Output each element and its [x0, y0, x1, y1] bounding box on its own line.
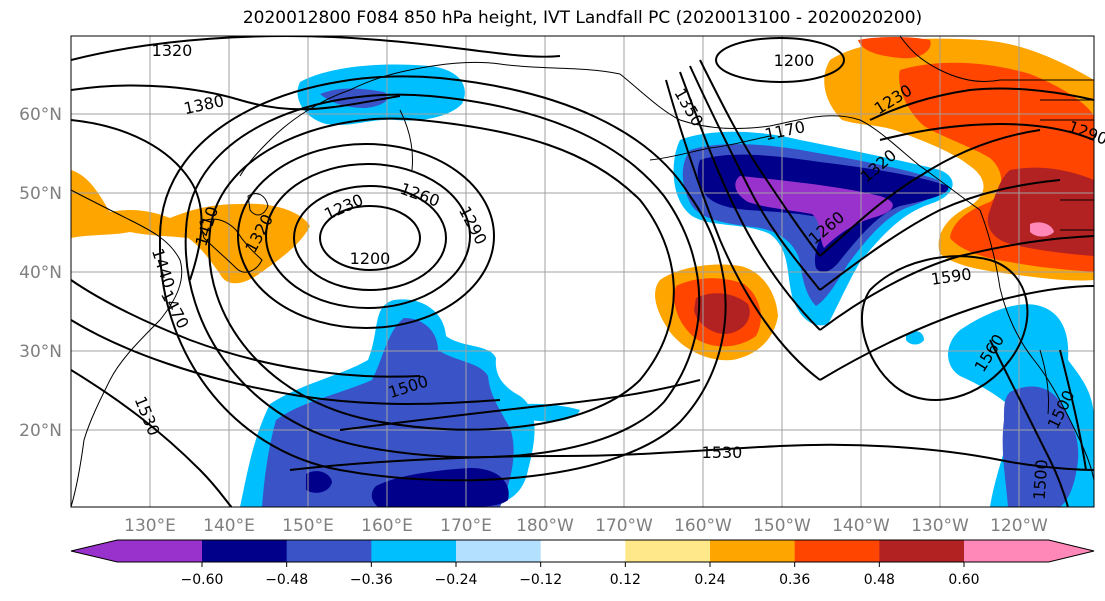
contour-label: 1320: [152, 41, 193, 60]
neg-area-wpac-core2: [306, 471, 332, 493]
lat-tick-label: 60°N: [19, 105, 62, 125]
colorbar-tick-label: −0.24: [435, 572, 478, 588]
contour-label: 1530: [702, 443, 743, 462]
lat-tick-labels: 60°N 50°N 40°N 30°N 20°N: [19, 105, 62, 441]
colorbar-bin: [286, 540, 372, 562]
lat-tick-label: 20°N: [19, 421, 62, 441]
pos-area-namerica-core: [987, 167, 1094, 256]
colorbar-tick-label: 0.60: [948, 572, 979, 588]
colorbar-bin: [540, 540, 626, 562]
neg-area-wpac-mid: [262, 318, 514, 507]
colorbar-tick-label: 0.36: [779, 572, 810, 588]
contour-label: 1200: [774, 51, 815, 70]
lon-tick-label: 150°E: [282, 516, 334, 536]
lon-tick-label: 180°W: [516, 516, 574, 536]
lon-tick-label: 140°W: [832, 516, 890, 536]
colorbar-bin: [710, 540, 796, 562]
colorbar-bin: [371, 540, 457, 562]
colorbar-tick-label: 0.48: [864, 572, 895, 588]
lon-tick-label: 160°W: [674, 516, 732, 536]
lon-tick-label: 130°W: [911, 516, 969, 536]
lon-tick-label: 170°W: [595, 516, 653, 536]
colorbar-bin: [456, 540, 542, 562]
lon-tick-label: 170°E: [440, 516, 492, 536]
colorbar: −0.60 −0.48 −0.36 −0.24 −0.12 0.12 0.24 0.36 0.4…: [70, 539, 1095, 588]
lon-tick-label: 160°E: [361, 516, 413, 536]
height-contours: [71, 36, 1094, 507]
pos-area-namerica-pink: [1030, 222, 1054, 237]
lat-tick-label: 50°N: [19, 184, 62, 204]
lon-tick-label: 140°E: [203, 516, 255, 536]
contour-label: 1200: [350, 249, 391, 268]
lon-tick-labels: 130°E 140°E 150°E 160°E 170°E 180°W 170°…: [124, 516, 1048, 536]
colorbar-tick-label: −0.36: [350, 572, 393, 588]
lon-tick-label: 150°W: [753, 516, 811, 536]
colorbar-bin: [964, 540, 1094, 562]
pos-area-ne-small: [858, 37, 931, 59]
colorbar-bin: [794, 540, 880, 562]
neg-area-east-mid: [1002, 386, 1079, 507]
lon-tick-label: 120°W: [990, 516, 1048, 536]
colorbar-tick-label: 0.24: [694, 572, 725, 588]
pos-area-central-core: [694, 293, 750, 334]
colorbar-tick-label: 0.12: [610, 572, 641, 588]
colorbar-bin: [879, 540, 965, 562]
colorbar-bin: [71, 540, 202, 562]
colorbar-bin: [625, 540, 711, 562]
colorbar-tick-label: −0.48: [265, 572, 308, 588]
lat-tick-label: 30°N: [19, 342, 62, 362]
colorbar-tick-label: −0.60: [181, 572, 224, 588]
contour-label: 1500: [1030, 459, 1052, 501]
colorbar-outline: [70, 539, 1095, 563]
map-frame: [70, 35, 1095, 508]
lon-tick-label: 130°E: [124, 516, 176, 536]
neg-area-goa-purple: [735, 176, 893, 248]
pos-area-japan: [71, 170, 310, 284]
neg-area-small2: [906, 331, 924, 345]
map-title: 2020012800 F084 850 hPa height, IVT Land…: [242, 8, 923, 28]
lat-tick-label: 40°N: [19, 263, 62, 283]
colorbar-bin: [202, 540, 288, 562]
colorbar-tick-label: −0.12: [519, 572, 562, 588]
